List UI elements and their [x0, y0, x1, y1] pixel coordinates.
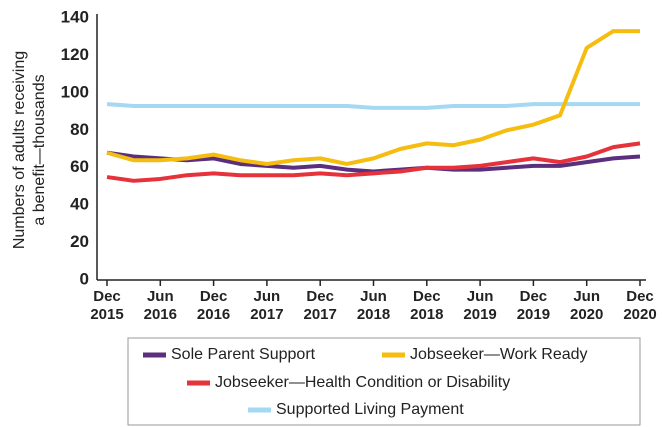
x-tick-label: Dec 2016: [196, 288, 231, 323]
y-tick-label: 80: [70, 120, 89, 139]
legend-label: Sole Parent Support: [171, 346, 316, 363]
x-tick-label: Dec 2018: [410, 288, 444, 323]
x-tick-label: Jun 2017: [250, 288, 284, 323]
x-tick-label: Dec 2019: [516, 288, 551, 323]
series-line: [106, 102, 640, 110]
y-axis-label: a benefit—thousands: [31, 74, 48, 225]
x-tick-label: Dec 2017: [303, 288, 337, 323]
y-tick-label: 140: [61, 7, 89, 26]
legend-box: [127, 337, 641, 426]
legend-label: Jobseeker—Health Condition or Disability: [215, 374, 510, 391]
y-tick-label: 40: [70, 195, 89, 214]
y-tick-label: 20: [70, 232, 89, 251]
y-tick-label: 100: [61, 82, 89, 101]
x-tick-label: Dec 2015: [90, 288, 124, 323]
series-line: [106, 29, 640, 166]
legend-label: Jobseeker—Work Ready: [410, 346, 588, 363]
y-tick-label: 120: [61, 45, 89, 64]
x-tick-label: Dec 2020: [623, 288, 657, 323]
series-line: [106, 141, 641, 183]
x-tick-label: Jun 2016: [143, 288, 177, 323]
y-tick-label: 60: [70, 157, 89, 176]
x-tick-label: Jun 2020: [570, 288, 604, 323]
y-tick-label: 0: [80, 269, 89, 288]
x-tick-label: Jun 2019: [463, 288, 497, 323]
x-tick-label: Jun 2018: [356, 288, 391, 323]
y-axis-label: Numbers of adults receiving: [11, 51, 28, 249]
legend-label: Supported Living Payment: [276, 401, 464, 418]
